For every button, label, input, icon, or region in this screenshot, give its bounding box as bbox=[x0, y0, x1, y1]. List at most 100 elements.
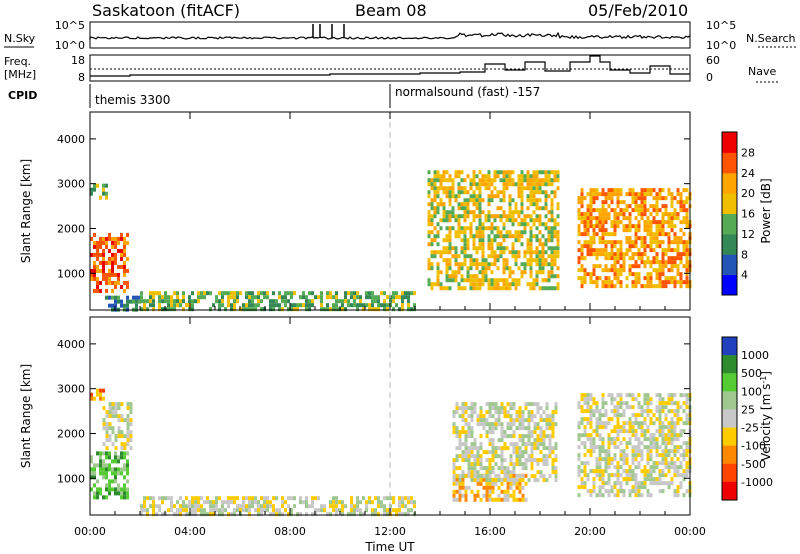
echo-cell bbox=[436, 250, 440, 255]
echo-cell bbox=[583, 268, 587, 273]
echo-cell bbox=[673, 264, 677, 269]
echo-cell bbox=[517, 222, 521, 227]
echo-cell bbox=[610, 224, 614, 229]
echo-cell bbox=[120, 430, 124, 435]
echo-cell bbox=[655, 405, 659, 410]
echo-cell bbox=[179, 496, 182, 501]
echo-cell bbox=[114, 260, 117, 265]
echo-cell bbox=[527, 414, 531, 419]
echo-cell bbox=[550, 250, 554, 255]
echo-cell bbox=[646, 429, 650, 434]
echo-cell bbox=[120, 418, 124, 423]
echo-cell bbox=[448, 190, 452, 195]
echo-cell bbox=[466, 202, 470, 207]
echo-cell bbox=[472, 246, 476, 251]
echo-cell bbox=[622, 413, 626, 418]
echo-cell bbox=[532, 202, 536, 207]
echo-cell bbox=[455, 434, 459, 439]
echo-cell bbox=[530, 474, 534, 479]
echo-cell bbox=[108, 268, 111, 273]
echo-cell bbox=[517, 230, 521, 235]
echo-cell bbox=[167, 307, 170, 312]
echo-cell bbox=[170, 303, 173, 308]
echo-cell bbox=[457, 230, 461, 235]
echo-cell bbox=[359, 299, 362, 304]
colorbar-frame bbox=[721, 336, 738, 501]
echo-cell bbox=[506, 485, 510, 490]
echo-cell bbox=[622, 493, 626, 498]
echo-cell bbox=[509, 477, 513, 482]
echo-cell bbox=[545, 462, 549, 467]
echo-cell bbox=[625, 208, 629, 213]
echo-cell bbox=[509, 481, 513, 486]
echo-cell bbox=[664, 405, 668, 410]
echo-cell bbox=[601, 481, 605, 486]
echo-cell bbox=[658, 469, 662, 474]
echo-cell bbox=[493, 254, 497, 259]
echo-cell bbox=[619, 212, 623, 217]
echo-cell bbox=[227, 496, 230, 501]
echo-cell bbox=[185, 303, 188, 308]
echo-cell bbox=[539, 430, 543, 435]
echo-cell bbox=[461, 485, 465, 490]
echo-cell bbox=[613, 457, 617, 462]
echo-cell bbox=[521, 478, 525, 483]
echo-cell bbox=[398, 504, 401, 509]
echo-cell bbox=[475, 206, 479, 211]
echo-cell bbox=[439, 250, 443, 255]
echo-cell bbox=[472, 170, 476, 175]
echo-cell bbox=[619, 284, 623, 289]
echo-cell bbox=[476, 446, 480, 451]
echo-cell bbox=[427, 242, 431, 247]
echo-cell bbox=[356, 303, 359, 308]
echo-cell bbox=[503, 410, 507, 415]
echo-cell bbox=[529, 282, 533, 287]
echo-cell bbox=[461, 454, 465, 459]
echo-cell bbox=[126, 487, 129, 492]
echo-cell bbox=[550, 206, 554, 211]
echo-cell bbox=[556, 170, 560, 175]
echo-cell bbox=[96, 268, 99, 273]
echo-cell bbox=[592, 240, 596, 245]
echo-cell bbox=[517, 282, 521, 287]
echo-cell bbox=[640, 457, 644, 462]
echo-cell bbox=[481, 222, 485, 227]
echo-cell bbox=[655, 481, 659, 486]
echo-cell bbox=[661, 429, 665, 434]
x-tick-label: 00:00 bbox=[74, 525, 106, 538]
echo-cell bbox=[488, 438, 492, 443]
echo-cell bbox=[685, 397, 689, 402]
echo-cell bbox=[619, 220, 623, 225]
echo-cell bbox=[488, 462, 492, 467]
echo-cell bbox=[359, 500, 362, 505]
echo-cell bbox=[527, 410, 531, 415]
echo-cell bbox=[430, 254, 434, 259]
echo-cell bbox=[278, 307, 281, 312]
echo-cell bbox=[452, 462, 456, 467]
echo-cell bbox=[619, 441, 623, 446]
echo-cell bbox=[481, 238, 485, 243]
echo-cell bbox=[613, 405, 617, 410]
echo-cell bbox=[556, 174, 560, 179]
echo-cell bbox=[610, 256, 614, 261]
echo-cell bbox=[105, 422, 109, 427]
echo-cell bbox=[634, 284, 638, 289]
echo-cell bbox=[583, 473, 587, 478]
echo-cell bbox=[470, 450, 474, 455]
echo-cell bbox=[377, 504, 380, 509]
echo-cell bbox=[111, 442, 115, 447]
echo-cell bbox=[649, 409, 653, 414]
echo-cell bbox=[592, 401, 596, 406]
echo-cell bbox=[126, 232, 129, 237]
echo-cell bbox=[472, 262, 476, 267]
echo-cell bbox=[117, 459, 120, 464]
echo-cell bbox=[535, 282, 539, 287]
echo-cell bbox=[272, 512, 275, 517]
freq-left-tick-bottom: 8 bbox=[78, 71, 85, 84]
echo-cell bbox=[305, 299, 308, 304]
echo-cell bbox=[514, 258, 518, 263]
echo-cell bbox=[505, 266, 509, 271]
echo-cell bbox=[589, 216, 593, 221]
echo-cell bbox=[619, 465, 623, 470]
echo-cell bbox=[260, 504, 263, 509]
